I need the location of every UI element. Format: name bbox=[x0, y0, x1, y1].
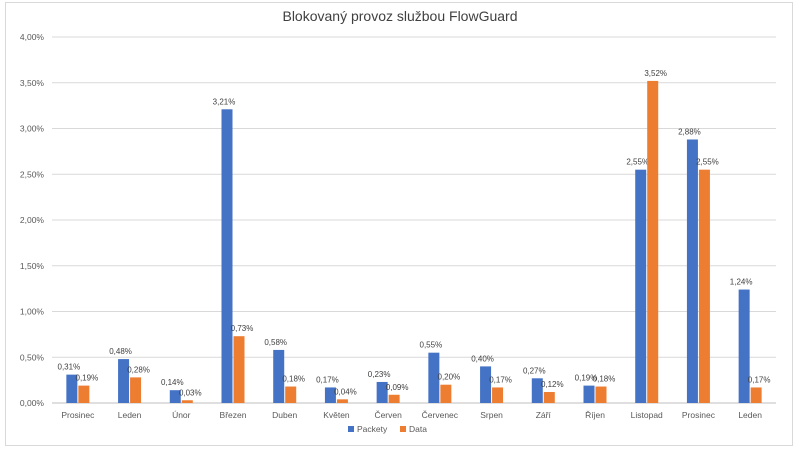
data-label: 0,17% bbox=[316, 375, 339, 384]
bar-data bbox=[388, 394, 400, 403]
bar-packety bbox=[738, 289, 750, 403]
bar-packety bbox=[583, 385, 595, 403]
data-label: 0,19% bbox=[76, 374, 99, 383]
bar-data bbox=[130, 377, 142, 403]
data-label: 0,55% bbox=[420, 341, 443, 350]
bar-data bbox=[285, 386, 297, 403]
bar-packety bbox=[221, 109, 233, 403]
y-tick-label: 1,00% bbox=[20, 307, 45, 317]
data-label: 0,23% bbox=[368, 370, 391, 379]
bar-packety bbox=[118, 359, 130, 403]
y-tick-label: 0,50% bbox=[20, 352, 45, 362]
data-label: 0,14% bbox=[161, 378, 184, 387]
bar-data bbox=[647, 80, 659, 404]
x-tick-label: Listopad bbox=[631, 410, 663, 420]
data-label: 0,20% bbox=[438, 373, 461, 382]
data-label: 0,12% bbox=[541, 380, 564, 389]
data-label: 0,73% bbox=[231, 324, 254, 333]
bar-packety bbox=[169, 390, 181, 403]
x-tick-label: Květen bbox=[323, 410, 350, 420]
bar-packety bbox=[686, 139, 698, 404]
legend-swatch-packety bbox=[348, 426, 354, 432]
data-label: 1,24% bbox=[730, 278, 753, 287]
bar-data bbox=[750, 387, 762, 403]
x-tick-label: Červen bbox=[374, 410, 402, 420]
x-tick-label: Říjen bbox=[585, 410, 605, 420]
bar-data bbox=[336, 399, 348, 403]
y-tick-label: 2,00% bbox=[20, 215, 45, 225]
data-label: 0,17% bbox=[489, 375, 512, 384]
data-label: 3,21% bbox=[213, 97, 236, 106]
data-label: 0,09% bbox=[386, 383, 409, 392]
bar-packety bbox=[273, 349, 285, 403]
y-tick-label: 4,00% bbox=[20, 32, 45, 42]
bar-data bbox=[698, 169, 710, 403]
bar-packety bbox=[428, 352, 440, 403]
data-label: 0,18% bbox=[282, 375, 305, 384]
data-label: 0,04% bbox=[334, 387, 357, 396]
bar-data bbox=[492, 387, 504, 403]
data-label: 0,18% bbox=[593, 375, 616, 384]
x-tick-label: Prosinec bbox=[682, 410, 716, 420]
x-tick-label: Prosinec bbox=[61, 410, 95, 420]
chart-frame bbox=[5, 2, 793, 446]
y-tick-label: 0,00% bbox=[20, 398, 45, 408]
data-label: 3,52% bbox=[644, 69, 667, 78]
x-tick-label: Únor bbox=[172, 410, 191, 420]
x-tick-label: Březen bbox=[220, 410, 247, 420]
bar-packety bbox=[324, 387, 336, 403]
x-tick-label: Duben bbox=[272, 410, 297, 420]
bar-data bbox=[595, 386, 607, 403]
data-label: 0,58% bbox=[264, 338, 287, 347]
y-tick-label: 3,50% bbox=[20, 78, 45, 88]
bar-data bbox=[78, 385, 90, 403]
bar-data bbox=[233, 336, 245, 403]
bar-data bbox=[181, 400, 193, 403]
bar-packety bbox=[635, 169, 647, 403]
legend-swatch-data bbox=[400, 426, 406, 432]
data-label: 0,19% bbox=[575, 374, 598, 383]
x-tick-label: Leden bbox=[738, 410, 762, 420]
data-label: 0,40% bbox=[471, 354, 494, 363]
data-label: 0,03% bbox=[179, 388, 202, 397]
bar-packety bbox=[480, 366, 492, 403]
data-label: 0,17% bbox=[748, 375, 771, 384]
x-tick-label: Září bbox=[536, 410, 552, 420]
bar-data bbox=[440, 384, 452, 403]
chart-title: Blokovaný provoz službou FlowGuard bbox=[282, 8, 518, 24]
legend-label: Packety bbox=[357, 424, 388, 434]
bar-packety bbox=[66, 374, 78, 403]
data-label: 2,88% bbox=[678, 127, 701, 136]
data-label: 0,48% bbox=[109, 347, 132, 356]
data-label: 0,28% bbox=[127, 365, 150, 374]
x-tick-label: Červenec bbox=[422, 410, 459, 420]
y-tick-label: 1,50% bbox=[20, 261, 45, 271]
legend-label: Data bbox=[409, 424, 427, 434]
y-tick-label: 3,00% bbox=[20, 124, 45, 134]
bar-packety bbox=[531, 378, 543, 403]
x-tick-label: Srpen bbox=[480, 410, 503, 420]
data-label: 2,55% bbox=[626, 158, 649, 167]
y-tick-label: 2,50% bbox=[20, 169, 45, 179]
bar-packety bbox=[376, 381, 388, 403]
data-label: 2,55% bbox=[696, 158, 719, 167]
data-label: 0,31% bbox=[58, 363, 81, 372]
x-tick-label: Leden bbox=[118, 410, 142, 420]
bar-data bbox=[543, 392, 555, 403]
data-label: 0,27% bbox=[523, 366, 546, 375]
